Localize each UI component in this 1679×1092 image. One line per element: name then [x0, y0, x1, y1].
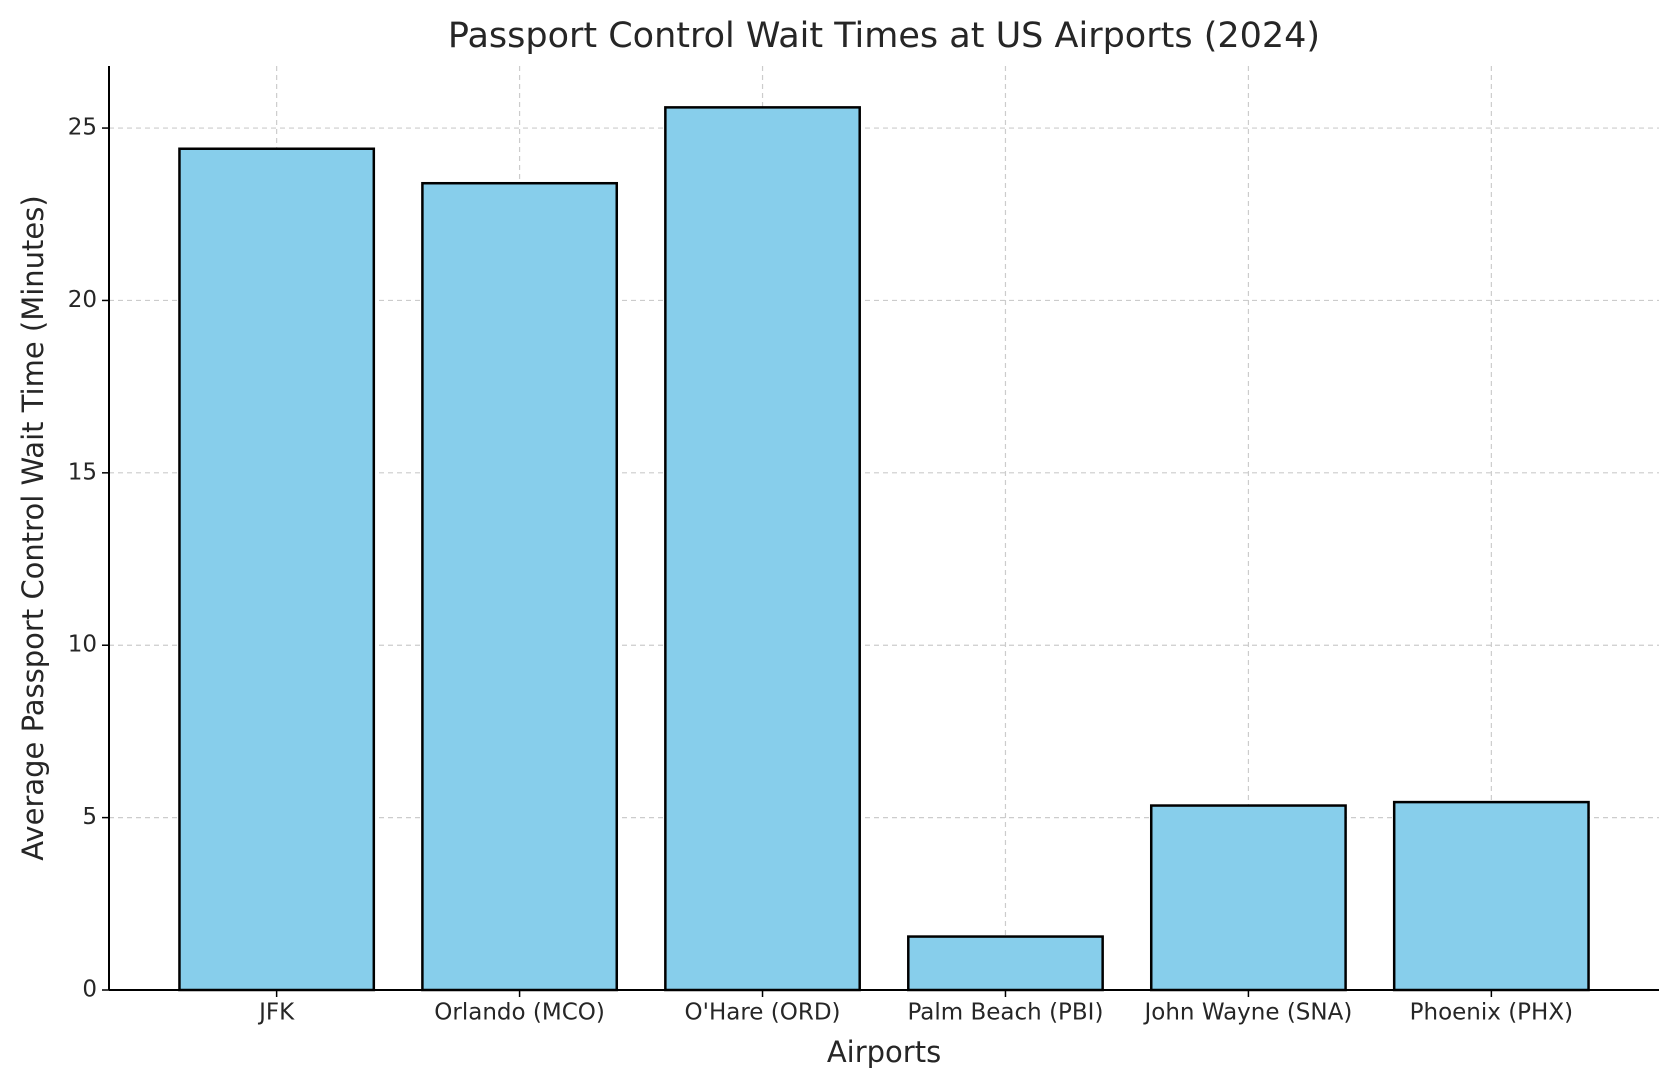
- bar: [178, 147, 376, 992]
- chart-title: Passport Control Wait Times at US Airpor…: [448, 16, 1320, 56]
- x-axis-label: Airports: [827, 1035, 941, 1069]
- bar: [421, 181, 619, 992]
- y-tick-label: 0: [82, 977, 97, 1003]
- x-tick-label: JFK: [257, 1000, 295, 1026]
- x-tick-label: Orlando (MCO): [434, 1000, 605, 1026]
- y-tick-label: 15: [68, 459, 97, 485]
- y-tick-label: 5: [82, 804, 97, 830]
- bar: [1149, 804, 1347, 992]
- y-tick-label: 20: [68, 287, 97, 313]
- x-tick-label: Phoenix (PHX): [1410, 1000, 1573, 1026]
- x-tick-label: O'Hare (ORD): [685, 1000, 841, 1026]
- bar: [1392, 800, 1590, 992]
- x-tick-label: Palm Beach (PBI): [907, 1000, 1103, 1026]
- x-tick-label: John Wayne (SNA): [1143, 1000, 1353, 1026]
- bar: [664, 106, 861, 992]
- y-axis-label: Average Passport Control Wait Time (Minu…: [16, 195, 50, 860]
- y-tick-label: 25: [68, 115, 97, 141]
- bar: [907, 935, 1104, 992]
- y-tick-label: 10: [68, 632, 97, 658]
